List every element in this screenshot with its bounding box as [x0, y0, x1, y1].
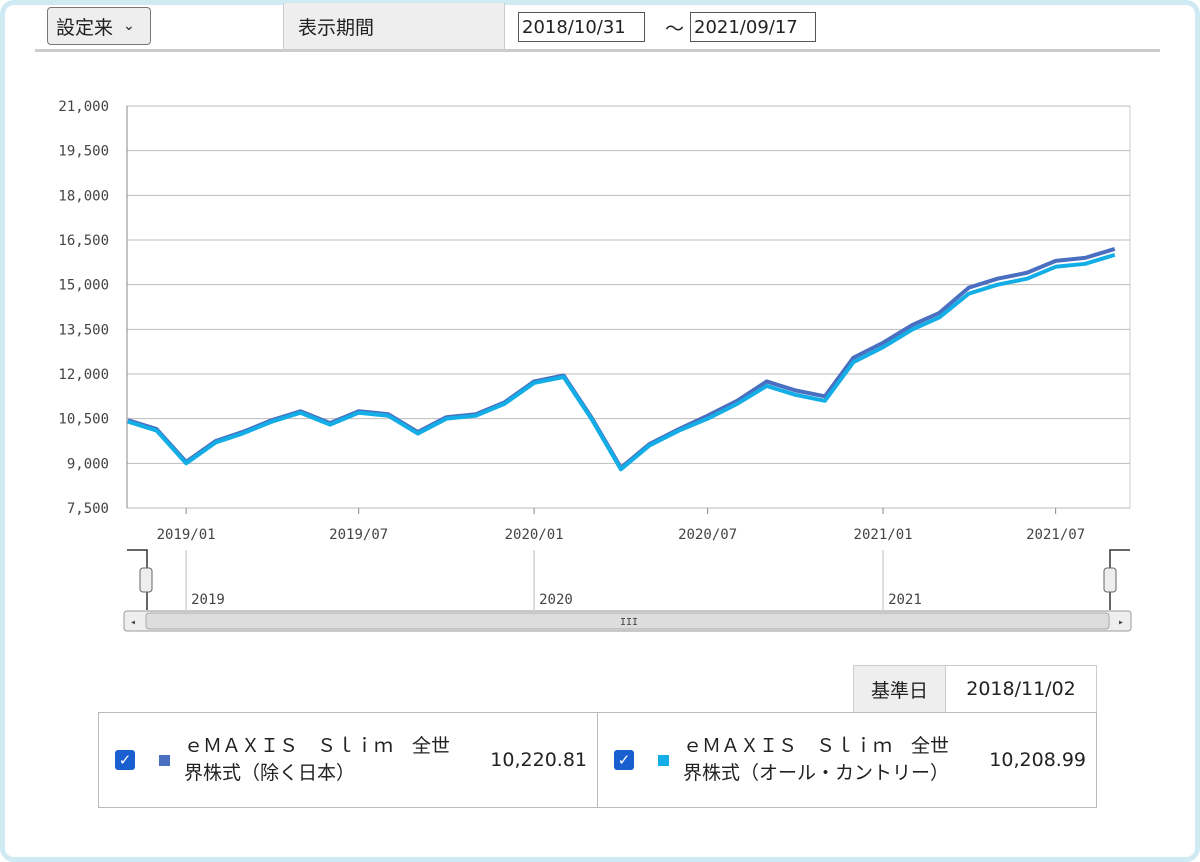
legend-swatch — [658, 754, 669, 766]
legend-swatch — [159, 754, 170, 766]
range-separator: ～ — [665, 17, 685, 40]
navigator: ◂ ▸ III 2019 2020 2021 — [123, 549, 1132, 632]
navigator-tick-label: 2019 — [191, 592, 225, 608]
legend: ✓ ｅＭＡＸＩＳ Ｓｌｉｍ 全世界株式（除く日本） 10,220.81 ✓ ｅＭＡＸＩＳ… — [98, 712, 1097, 808]
select-text: 設定来 — [56, 16, 114, 39]
period-select[interactable]: 設定来 ⌄ — [47, 7, 151, 45]
checkbox[interactable]: ✓ — [115, 750, 135, 770]
end-date-input[interactable]: 2021/09/17 — [690, 12, 816, 42]
x-tick-label: 2021/07 — [1026, 527, 1085, 543]
x-tick-label: 2020/01 — [505, 527, 564, 543]
scroll-left[interactable]: ◂ — [130, 617, 136, 628]
period-label: 表示期間 — [283, 3, 505, 50]
y-tick-label: 9,000 — [67, 456, 109, 472]
legend-entry: ✓ ｅＭＡＸＩＳ Ｓｌｉｍ 全世界株式（除く日本） 10,220.81 — [99, 713, 597, 807]
scroll-grip: III — [620, 617, 638, 628]
base-date: 2018/11/02 — [945, 665, 1097, 713]
checkbox[interactable]: ✓ — [614, 750, 634, 770]
y-tick-label: 12,000 — [58, 367, 109, 383]
navigator-handle[interactable] — [1103, 567, 1117, 593]
y-tick-label: 18,000 — [58, 188, 109, 204]
y-tick-label: 7,500 — [67, 501, 109, 517]
base-date-label: 基準日 — [853, 665, 946, 713]
navigator-tick-label: 2020 — [539, 592, 573, 608]
readout-value: 10,208.99 — [989, 749, 1086, 771]
x-tick-label: 2019/07 — [329, 527, 388, 543]
scroll-thumb[interactable] — [145, 612, 1110, 630]
period-label-text: 表示期間 — [298, 17, 375, 39]
x-tick-label: 2021/01 — [854, 527, 913, 543]
legend-label: ｅＭＡＸＩＳ Ｓｌｉｍ 全世界株式（オール・カントリー） — [683, 735, 950, 784]
y-tick-label: 10,500 — [58, 412, 109, 428]
y-tick-label: 16,500 — [58, 233, 109, 249]
x-tick-label: 2019/01 — [157, 527, 216, 543]
y-tick-label: 13,500 — [58, 322, 109, 338]
series-line — [127, 252, 1116, 472]
divider — [35, 49, 1160, 52]
legend-entry: ✓ ｅＭＡＸＩＳ Ｓｌｉｍ 全世界株式（オール・カントリー） 10,208.99 — [597, 713, 1096, 807]
readout-value: 10,220.81 — [490, 749, 587, 771]
y-tick-label: 15,000 — [58, 278, 109, 294]
navigator-handle[interactable] — [139, 567, 153, 593]
x-tick-label: 2020/07 — [678, 527, 737, 543]
legend-label: ｅＭＡＸＩＳ Ｓｌｉｍ 全世界株式（除く日本） — [184, 735, 451, 784]
plot-area — [126, 105, 1131, 509]
navigator-tick-label: 2021 — [888, 592, 922, 608]
start-date-input[interactable]: 2018/10/31 — [518, 12, 645, 42]
chart: ◂ ▸ III 2019 2020 2021 7,500 9,000 10,500 12,… — [58, 99, 1132, 632]
y-tick-label: 19,500 — [58, 144, 109, 160]
chevron: ⌄ — [123, 18, 135, 34]
y-tick-label: 21,000 — [58, 99, 109, 115]
scroll-right[interactable]: ▸ — [1118, 617, 1124, 628]
